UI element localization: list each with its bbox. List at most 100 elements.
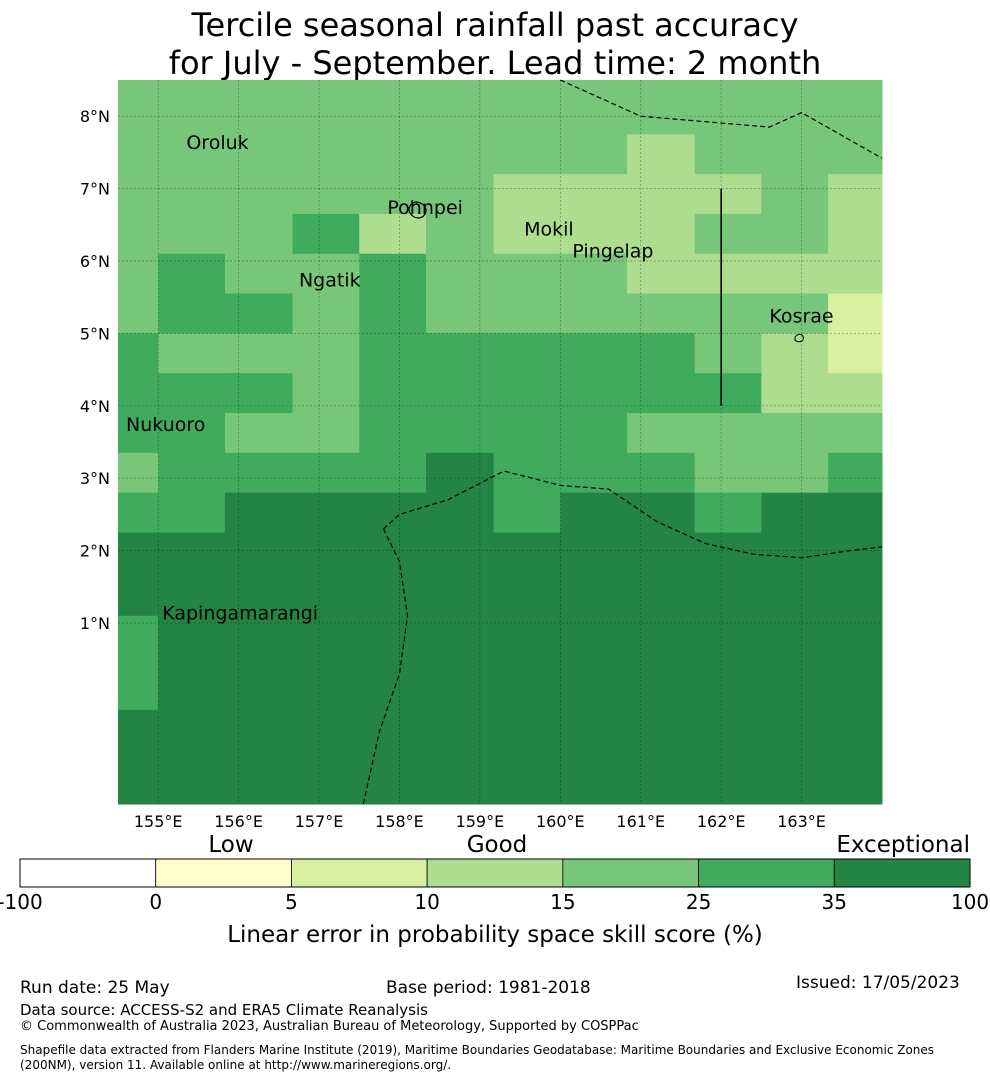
skill-cell [761,253,829,295]
skill-cell [828,174,883,215]
skill-cell [627,333,696,374]
skill-cell [292,532,360,573]
skill-cell [426,452,495,494]
colorbar-tick-label: 5 [285,890,298,914]
skill-cell [224,253,294,295]
skill-cell [560,615,628,667]
skill-cell [426,666,495,711]
skill-cell [627,293,696,334]
skill-cell [493,134,561,175]
skill-cell [359,452,427,494]
skill-cell [359,615,427,667]
skill-cell [560,174,628,215]
skill-cell [694,253,762,295]
skill-cell [158,253,226,295]
skill-cell [118,134,159,175]
skill-cell [224,666,294,711]
colorbar: -100 0 5 10 15 25 35 100 Low Good Exceptional Linea… [0,832,989,948]
skill-cell [426,492,495,533]
skill-cell [118,174,159,215]
skill-cell [627,253,696,295]
skill-cell [118,373,159,414]
skill-cell [359,293,427,334]
skill-cell [118,492,159,533]
skill-cell [560,666,628,711]
skill-cell [761,174,829,215]
skill-cell [158,373,226,414]
skill-cell [694,572,762,617]
skill-cell [493,666,561,711]
place-label: Oroluk [186,132,248,154]
lon-tick-label: 161°E [616,812,665,831]
lat-tick-label: 3°N [80,469,110,488]
skill-cell [224,572,294,617]
skill-cell [426,213,495,255]
skill-cell [224,615,294,667]
skill-cell [828,615,883,667]
skill-cell [694,615,762,667]
skill-cell [224,333,294,374]
skill-cell [292,572,360,617]
skill-cell [761,452,829,494]
skill-cell [694,532,762,573]
skill-cell [359,333,427,374]
skill-cell [224,213,294,255]
skill-cell [359,532,427,573]
lat-tick-label: 2°N [80,542,110,561]
skill-cell [828,709,883,805]
skill-cell [828,293,883,334]
skill-cell [828,413,883,454]
skill-cell [292,80,360,135]
skill-cell [224,709,294,805]
lon-tick-label: 162°E [697,812,746,831]
skill-cell [493,413,561,454]
axis-labels: 155°E 156°E 157°E 158°E 159°E 160°E 161°E 162°E… [80,107,826,831]
skill-cell [292,666,360,711]
skill-cell [158,452,226,494]
place-label: Pohnpei [387,197,463,219]
skill-cell [828,452,883,494]
skill-cell [118,572,159,617]
skill-cell [359,572,427,617]
lat-tick-label: 5°N [80,324,110,343]
skill-cell [426,532,495,573]
skill-cell [627,666,696,711]
skill-cell [158,80,226,135]
skill-cell [560,80,628,135]
title-line-1: Tercile seasonal rainfall past accuracy [191,6,799,44]
skill-cell [292,134,360,175]
skill-cell [493,452,561,494]
skill-cell [828,572,883,617]
colorbar-segment [19,858,157,888]
colorbar-segment [833,858,971,888]
skill-cell [627,452,696,494]
issued-date: Issued: 17/05/2023 [796,973,960,993]
skill-cell [224,80,294,135]
place-label: Kapingamarangi [162,602,318,624]
skill-cell [292,174,360,215]
eez-boundary-dashed [362,528,409,805]
skill-cell [560,293,628,334]
colorbar-tick-label: 100 [951,890,989,914]
skill-cell [426,572,495,617]
eez-boundary-dashed [382,470,883,559]
skill-cell [560,532,628,573]
skill-cell [694,80,762,135]
skill-cell [359,134,427,175]
skill-cell [158,293,226,334]
skill-cell [560,373,628,414]
lon-tick-label: 155°E [134,812,183,831]
eez-boundary-dashed [560,79,883,159]
skill-cell [694,666,762,711]
skill-cell [560,492,628,533]
skill-cell [224,492,294,533]
lon-tick-label: 157°E [295,812,344,831]
copyright: © Commonwealth of Australia 2023, Austra… [20,1019,639,1034]
skill-cell [828,134,883,175]
colorbar-tick-label: 15 [550,890,575,914]
skill-cell [761,213,829,255]
colorbar-tick-label: 10 [414,890,439,914]
colorbar-segment [155,858,292,888]
colorbar-tick-label: 0 [149,890,162,914]
